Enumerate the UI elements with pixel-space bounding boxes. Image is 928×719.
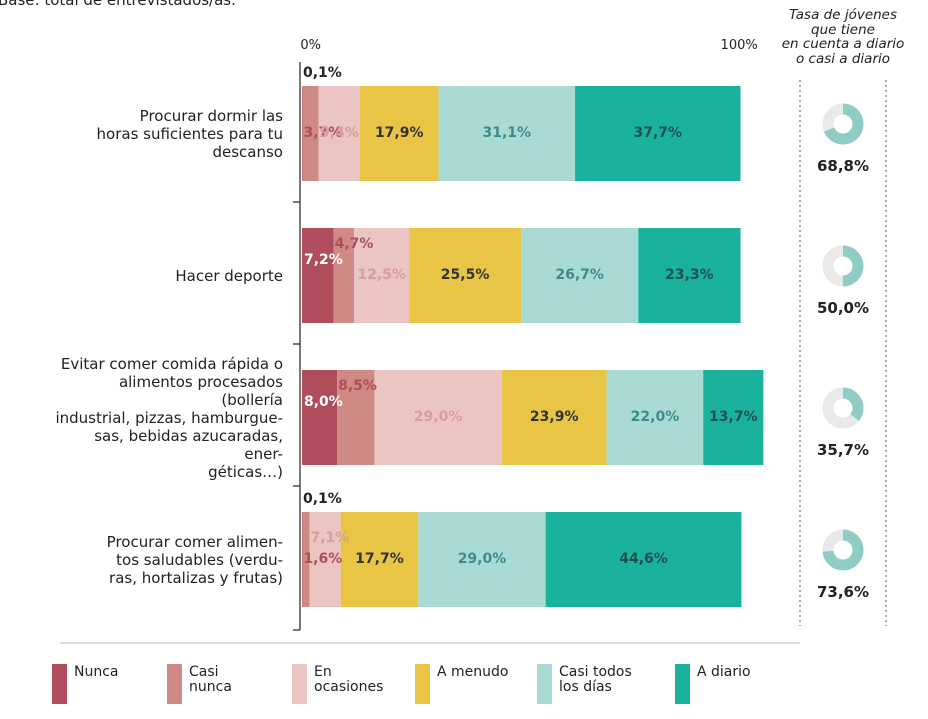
legend-label: Casi todos los días — [559, 664, 632, 695]
donut-arc — [822, 245, 864, 287]
rate-title: Tasa de jóvenes que tiene en cuenta a di… — [781, 7, 905, 67]
value-label: 23,9% — [529, 408, 579, 425]
bar-segment — [418, 512, 546, 607]
rate-label: 35,7% — [816, 441, 870, 459]
value-label: 17,7% — [355, 550, 404, 567]
legend-swatch — [415, 664, 430, 704]
x-tick-label: 100% — [720, 38, 758, 53]
bar-segment — [302, 228, 334, 323]
bar-segment — [638, 228, 741, 323]
value-label: 23,3% — [665, 266, 714, 283]
bar-segment — [374, 370, 502, 465]
value-label: 25,5% — [440, 266, 490, 283]
category-label: Evitar comer comida rápida o alimentos p… — [55, 354, 283, 481]
legend-label: A diario — [697, 664, 751, 680]
bar-segment — [309, 512, 341, 607]
legend-label: Casi nunca — [189, 664, 232, 695]
bar-segment — [545, 512, 742, 607]
bar-segment — [340, 512, 419, 607]
rate-label: 68,8% — [816, 157, 870, 175]
value-label: 29,0% — [413, 408, 463, 425]
legend-swatch — [537, 664, 552, 704]
rate-label: 50,0% — [816, 299, 870, 317]
bar-segment — [302, 512, 310, 607]
bar-segment — [359, 86, 439, 181]
bar-segment — [606, 370, 704, 465]
bar-segment — [337, 370, 375, 465]
bar-segment — [501, 370, 607, 465]
bar-segment — [354, 228, 410, 323]
bar-segment — [521, 228, 639, 323]
value-label: 8,0% — [304, 394, 343, 410]
value-label: 17,9% — [374, 124, 424, 141]
category-label: Hacer deporte — [175, 266, 283, 285]
legend-label: A menudo — [437, 664, 509, 680]
value-label: 7,2% — [304, 252, 343, 268]
value-label: 4,7% — [334, 236, 374, 252]
donut-arc — [822, 103, 864, 145]
legend-swatch — [292, 664, 307, 704]
bar-segment — [318, 86, 360, 181]
value-label: 22,0% — [630, 408, 680, 425]
bar-segment — [302, 86, 319, 181]
value-label: 37,7% — [633, 124, 683, 141]
value-label: 44,6% — [619, 550, 668, 567]
value-label: 3,7% — [303, 124, 343, 141]
bar-segment — [409, 228, 522, 323]
value-label: 12,5% — [357, 266, 406, 283]
value-label: 26,7% — [555, 266, 604, 283]
legend-swatch — [675, 664, 690, 704]
rate-label: 73,6% — [816, 583, 870, 601]
value-label: 7,1% — [310, 530, 350, 546]
value-label: 8,5% — [338, 378, 377, 394]
donut-arc — [822, 387, 864, 429]
value-label: 0,1% — [303, 65, 342, 81]
bar-segment — [575, 86, 741, 181]
legend-label: En ocasiones — [314, 664, 384, 695]
value-label: 13,7% — [709, 408, 758, 425]
category-label: Procurar comer alimen- tos saludables (v… — [106, 532, 283, 587]
value-label: 31,1% — [482, 124, 532, 141]
legend-swatch — [167, 664, 182, 704]
legend-swatch — [52, 664, 67, 704]
bar-segment — [703, 370, 764, 465]
value-label: 1,6% — [303, 550, 343, 567]
value-label: 9,4% — [319, 124, 359, 141]
subtitle: Base: total de entrevistados/as. — [0, 0, 236, 9]
x-tick-label: 0% — [300, 38, 321, 53]
bar-segment — [333, 228, 355, 323]
value-label: 0,1% — [303, 491, 342, 507]
legend-label: Nunca — [74, 664, 119, 680]
value-label: 29,0% — [457, 550, 507, 567]
donut-arc — [822, 529, 864, 571]
bar-segment — [302, 370, 338, 465]
category-label: Procurar dormir las horas suficientes pa… — [96, 106, 283, 161]
bar-segment — [438, 86, 576, 181]
